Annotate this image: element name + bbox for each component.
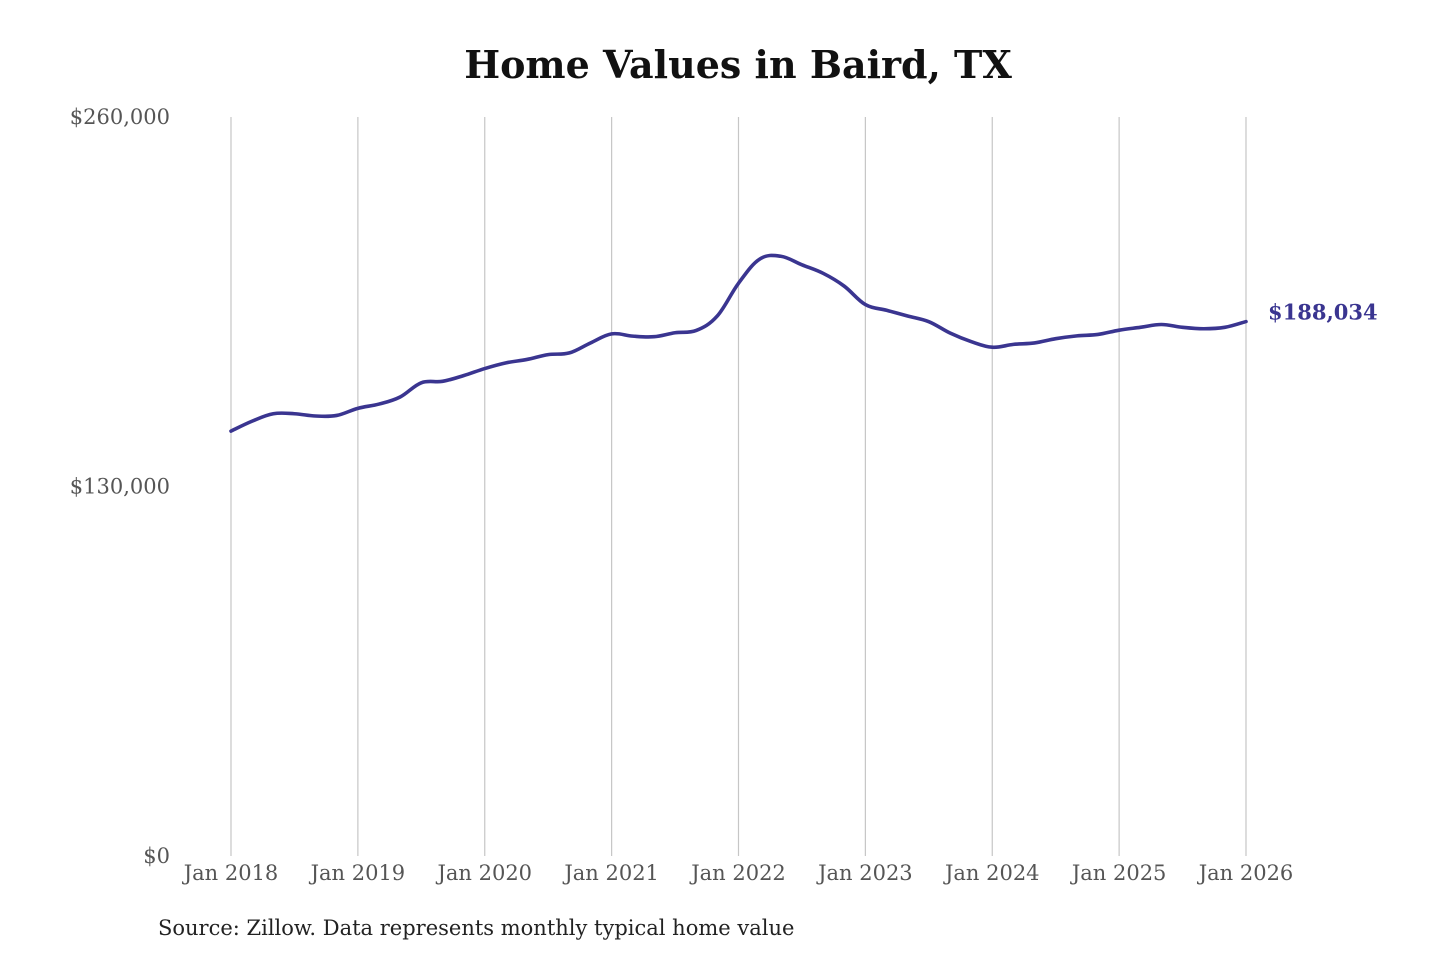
x-tick-label: Jan 2018 <box>182 861 279 885</box>
y-tick-label: $0 <box>143 844 170 868</box>
gridlines <box>230 117 1247 856</box>
x-tick-label: Jan 2025 <box>1070 861 1167 885</box>
x-axis-ticks: Jan 2018 Jan 2019 Jan 2020 Jan 2021 Jan 2022… <box>182 861 1294 885</box>
source-note: Source: Zillow. Data represents monthly … <box>158 916 795 940</box>
x-tick-label: Jan 2019 <box>309 861 406 885</box>
y-axis-ticks: $0 $130,000 $260,000 <box>70 105 170 868</box>
series-layer <box>229 253 1248 433</box>
chart-title: Home Values in Baird, TX <box>464 42 1012 87</box>
y-tick-label: $130,000 <box>70 475 170 499</box>
series-line <box>229 253 1248 433</box>
x-tick-label: Jan 2023 <box>816 861 913 885</box>
x-tick-label: Jan 2022 <box>689 861 786 885</box>
end-value-layer: $188,034 <box>1268 300 1378 325</box>
x-tick-label: Jan 2026 <box>1197 861 1294 885</box>
x-tick-label: Jan 2024 <box>943 861 1040 885</box>
x-tick-label: Jan 2020 <box>435 861 532 885</box>
x-tick-label: Jan 2021 <box>562 861 659 885</box>
end-value-label: $188,034 <box>1268 300 1378 325</box>
y-tick-label: $260,000 <box>70 105 170 129</box>
